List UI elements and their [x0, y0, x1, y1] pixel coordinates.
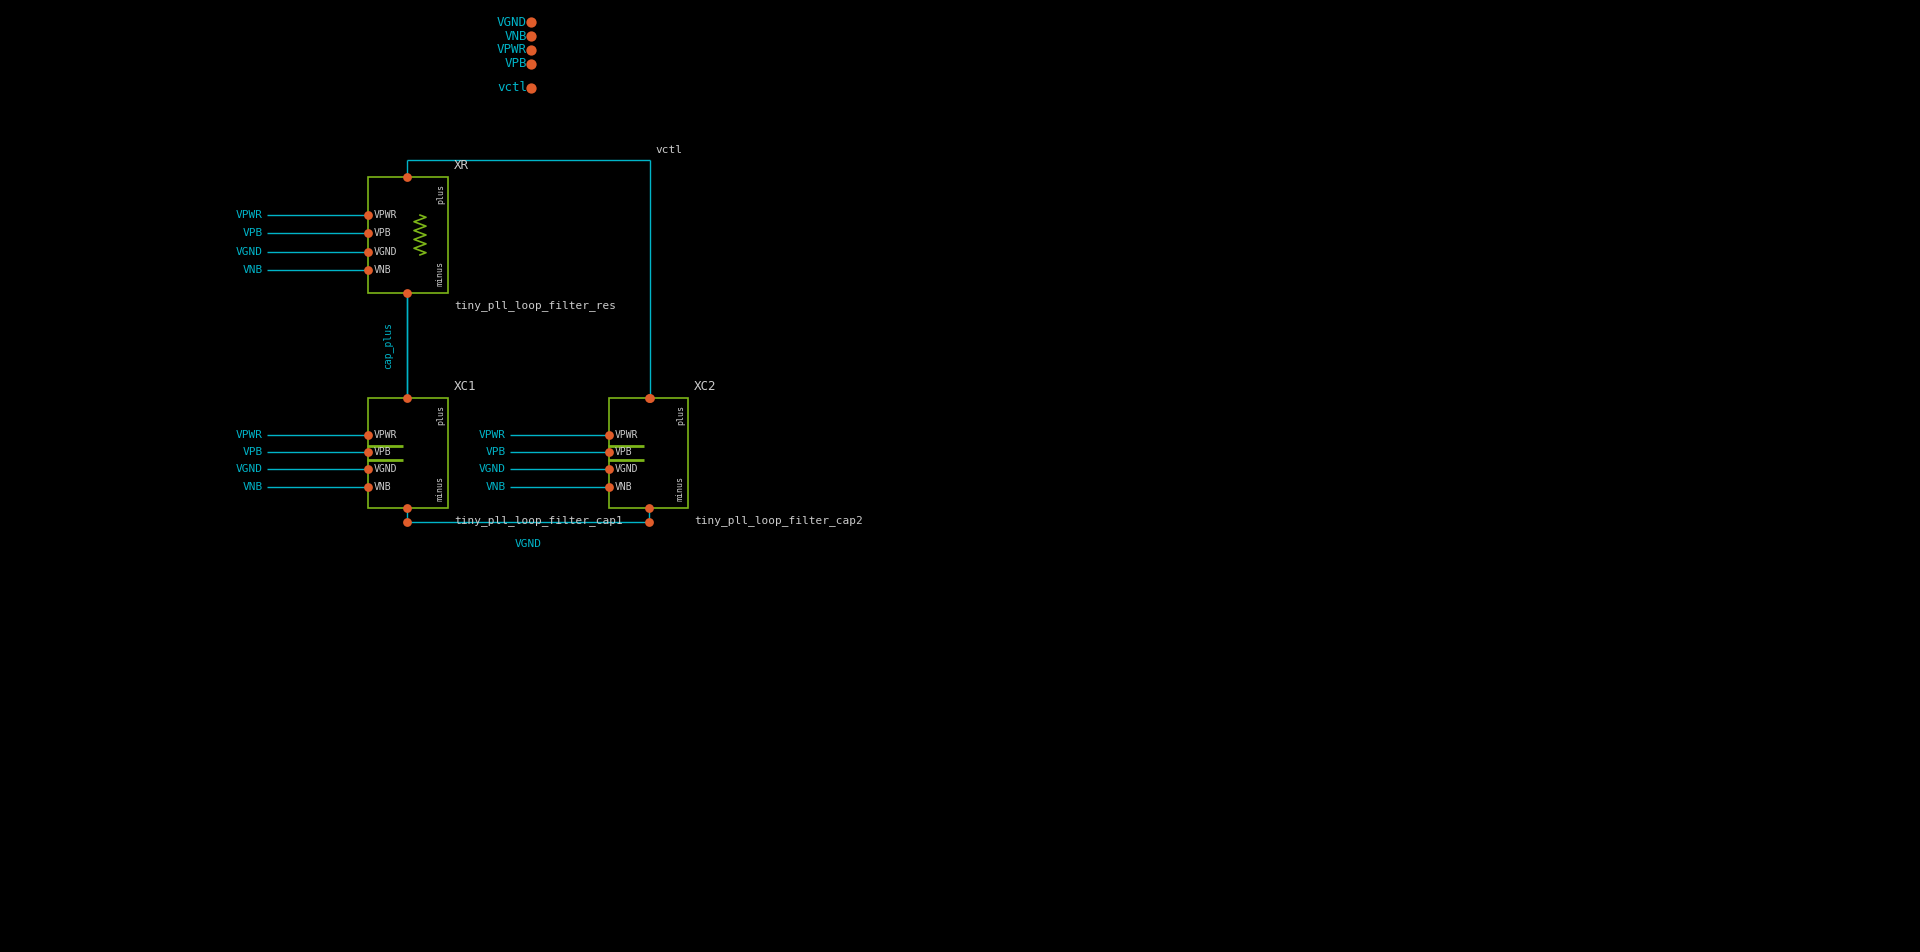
Point [353, 208, 384, 223]
Point [353, 462, 384, 477]
Point [353, 480, 384, 495]
Text: VNB: VNB [244, 482, 263, 492]
Text: VGND: VGND [236, 247, 263, 257]
Text: VPWR: VPWR [497, 44, 526, 56]
Text: tiny_pll_loop_filter_cap2: tiny_pll_loop_filter_cap2 [693, 515, 862, 526]
Text: VPB: VPB [486, 447, 507, 457]
Point [634, 514, 664, 529]
Point [636, 390, 666, 406]
Point [392, 514, 422, 529]
Point [593, 480, 624, 495]
Point [593, 445, 624, 460]
Text: VNB: VNB [244, 265, 263, 275]
Text: VGND: VGND [236, 464, 263, 474]
Point [515, 29, 545, 44]
Text: tiny_pll_loop_filter_res: tiny_pll_loop_filter_res [453, 300, 616, 310]
Point [392, 286, 422, 301]
Text: XC2: XC2 [693, 380, 716, 393]
Point [634, 390, 664, 406]
Point [353, 245, 384, 260]
Text: VPB: VPB [505, 57, 526, 70]
Text: VPB: VPB [614, 447, 632, 457]
Bar [369, 177, 447, 293]
Text: VPB: VPB [374, 228, 392, 238]
Text: VNB: VNB [486, 482, 507, 492]
Text: VPB: VPB [244, 228, 263, 238]
Text: VGND: VGND [515, 539, 541, 549]
Text: minus: minus [436, 476, 445, 502]
Text: minus: minus [676, 476, 685, 502]
Bar [609, 398, 687, 508]
Text: VPWR: VPWR [614, 430, 637, 440]
Text: VPWR: VPWR [480, 430, 507, 440]
Text: VGND: VGND [614, 464, 637, 474]
Text: plus: plus [436, 184, 445, 204]
Point [593, 462, 624, 477]
Text: VPB: VPB [244, 447, 263, 457]
Text: XC1: XC1 [453, 380, 476, 393]
Text: VNB: VNB [374, 482, 392, 492]
Text: VPWR: VPWR [374, 430, 397, 440]
Point [593, 427, 624, 443]
Text: VGND: VGND [480, 464, 507, 474]
Text: vctl: vctl [657, 146, 684, 155]
Text: VNB: VNB [374, 265, 392, 275]
Text: VNB: VNB [614, 482, 632, 492]
Point [515, 56, 545, 71]
Text: tiny_pll_loop_filter_cap1: tiny_pll_loop_filter_cap1 [453, 515, 622, 526]
Text: VPWR: VPWR [236, 210, 263, 220]
Text: cap_plus: cap_plus [382, 322, 394, 369]
Point [392, 501, 422, 516]
Text: VNB: VNB [505, 30, 526, 43]
Point [515, 80, 545, 95]
Text: VPWR: VPWR [236, 430, 263, 440]
Point [353, 263, 384, 278]
Text: plus: plus [676, 406, 685, 426]
Point [515, 43, 545, 58]
Text: vctl: vctl [497, 81, 526, 94]
Point [392, 390, 422, 406]
Text: plus: plus [436, 406, 445, 426]
Point [353, 445, 384, 460]
Text: XR: XR [453, 159, 468, 172]
Text: VGND: VGND [374, 247, 397, 257]
Point [392, 169, 422, 185]
Bar [369, 398, 447, 508]
Text: VGND: VGND [497, 16, 526, 29]
Point [515, 14, 545, 30]
Text: VPB: VPB [374, 447, 392, 457]
Text: VPWR: VPWR [374, 210, 397, 220]
Text: minus: minus [436, 262, 445, 287]
Text: VGND: VGND [374, 464, 397, 474]
Point [353, 427, 384, 443]
Point [634, 501, 664, 516]
Point [353, 226, 384, 241]
